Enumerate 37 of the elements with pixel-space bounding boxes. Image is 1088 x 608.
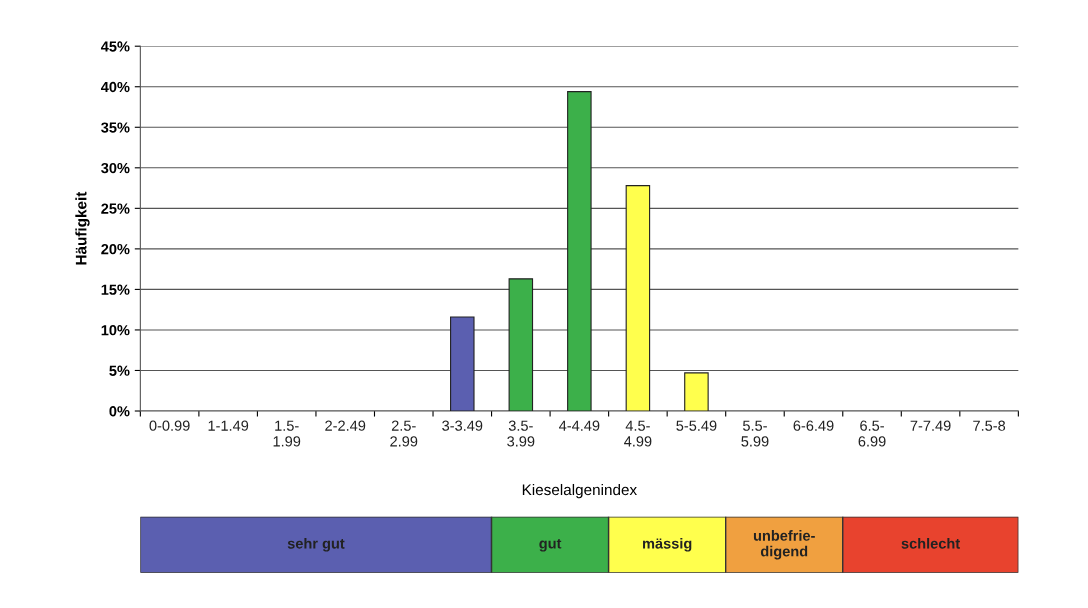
y-tick-label: 35% — [101, 122, 130, 133]
y-tick-label: 25% — [101, 203, 130, 214]
x-tick-label: 7.5-8 — [973, 420, 1006, 431]
y-axis-title: Häufigkeit — [75, 191, 90, 265]
category-label: gut — [539, 538, 562, 552]
x-tick-label: 7-7.49 — [910, 420, 951, 431]
x-tick-label: 3-3.49 — [442, 420, 483, 431]
category-label: schlecht — [901, 537, 960, 549]
y-tick-label: 40% — [100, 81, 130, 93]
y-tick-label: 10% — [101, 325, 130, 336]
x-tick-label: 5-5.49 — [676, 420, 717, 431]
x-tick-label: 2.5- 2.99 — [390, 420, 418, 447]
x-tick-label: 1.5- 1.99 — [273, 420, 301, 447]
category-label: unbefrie- digend — [753, 530, 815, 560]
y-tick-label: 20% — [101, 243, 130, 255]
x-tick-label: 6-6.49 — [793, 420, 834, 431]
x-tick-label: 4.5- 4.99 — [624, 420, 652, 447]
bar — [508, 278, 534, 412]
x-tick-label: 3.5- 3.99 — [507, 420, 535, 447]
y-tick-label: 0% — [109, 406, 130, 417]
x-tick-label: 4-4.49 — [559, 420, 600, 431]
y-tick-label: 45% — [100, 41, 130, 52]
x-tick-label: 5.5- 5.99 — [741, 420, 769, 447]
x-tick-label: 0-0.99 — [149, 420, 190, 431]
bar — [625, 185, 651, 412]
x-tick-label: 2-2.49 — [325, 420, 366, 431]
y-tick-label: 15% — [101, 284, 130, 295]
category-label: sehr gut — [287, 537, 345, 552]
bar — [450, 316, 475, 412]
category-label: mässig — [643, 537, 692, 552]
bar — [567, 91, 592, 412]
y-tick-label: 5% — [109, 365, 130, 376]
x-tick-label: 6.5- 6.99 — [858, 420, 886, 447]
x-axis-title: Kieselalgenindex — [522, 483, 637, 499]
bar — [684, 372, 709, 412]
x-tick-label: 1-1.49 — [208, 420, 249, 431]
y-tick-label: 30% — [101, 162, 130, 174]
